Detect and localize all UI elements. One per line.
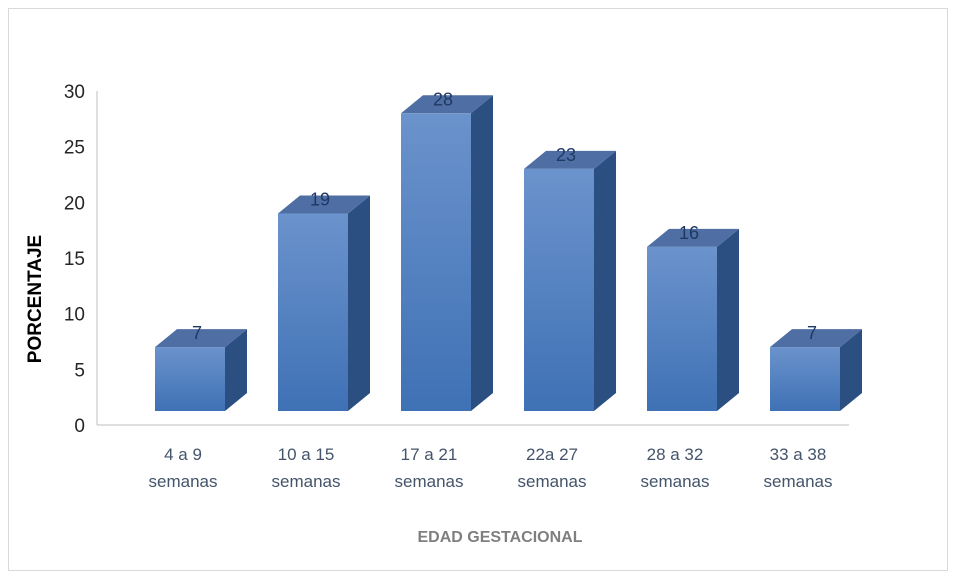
- bar-side-face: [348, 195, 370, 411]
- y-tick-label: 25: [64, 138, 85, 159]
- x-tick-label: semanas: [764, 472, 833, 491]
- bar-side-face: [717, 228, 739, 411]
- bar: [401, 95, 493, 412]
- x-tick-label: 22a 27: [526, 445, 578, 464]
- bar-side-face: [471, 95, 493, 412]
- x-tick-label: 10 a 15: [278, 445, 335, 464]
- y-tick-label: 30: [64, 82, 85, 103]
- bar-data-label: 7: [807, 323, 817, 343]
- x-tick-label: semanas: [641, 472, 710, 491]
- bar: [524, 150, 616, 411]
- bar-data-label: 19: [310, 189, 330, 209]
- y-tick-label: 0: [74, 416, 85, 437]
- bar-data-label: 23: [556, 145, 576, 165]
- bar: [770, 329, 862, 411]
- y-tick-label: 15: [64, 249, 85, 270]
- bar-top-face: [770, 329, 862, 348]
- x-tick-label: 28 a 32: [647, 445, 704, 464]
- bar-top-face: [647, 228, 739, 247]
- bar-top-face: [524, 150, 616, 169]
- x-axis-title: EDAD GESTACIONAL: [417, 529, 582, 546]
- y-tick-label: 5: [74, 360, 85, 381]
- bar-side-face: [225, 329, 247, 411]
- x-tick-label: semanas: [272, 472, 341, 491]
- bar: [278, 195, 370, 411]
- y-tick-label: 20: [64, 193, 85, 214]
- bar-chart: 0 5 10 15 20 25 30 7 19 28 23 16 7 4 a 9 semanas 10 a…: [25, 82, 862, 546]
- x-tick-label: semanas: [149, 472, 218, 491]
- bar-front-face: [524, 168, 594, 411]
- bar-front-face: [770, 347, 840, 411]
- bar-front-face: [647, 246, 717, 411]
- bar-side-face: [594, 150, 616, 411]
- x-tick-label: semanas: [395, 472, 464, 491]
- x-tick-label: semanas: [518, 472, 587, 491]
- x-tick-label: 17 a 21: [401, 445, 458, 464]
- bar-top-face: [278, 195, 370, 214]
- y-tick-label: 10: [64, 305, 85, 326]
- y-axis-title: PORCENTAJE: [25, 235, 46, 363]
- bar-top-face: [155, 329, 247, 348]
- bar-front-face: [278, 213, 348, 411]
- bar-top-face: [401, 95, 493, 114]
- bar-data-label: 16: [679, 223, 699, 243]
- bar-front-face: [401, 113, 471, 412]
- bar-data-label: 28: [433, 89, 453, 109]
- bar-side-face: [840, 329, 862, 411]
- bar-front-face: [155, 347, 225, 411]
- bar: [647, 228, 739, 411]
- chart-frame: 0 5 10 15 20 25 30 7 19 28 23 16 7 4 a 9 semanas 10 a…: [8, 8, 948, 571]
- bar-data-label: 7: [192, 323, 202, 343]
- bar: [155, 329, 247, 411]
- x-tick-label: 4 a 9: [164, 445, 202, 464]
- x-tick-label: 33 a 38: [770, 445, 827, 464]
